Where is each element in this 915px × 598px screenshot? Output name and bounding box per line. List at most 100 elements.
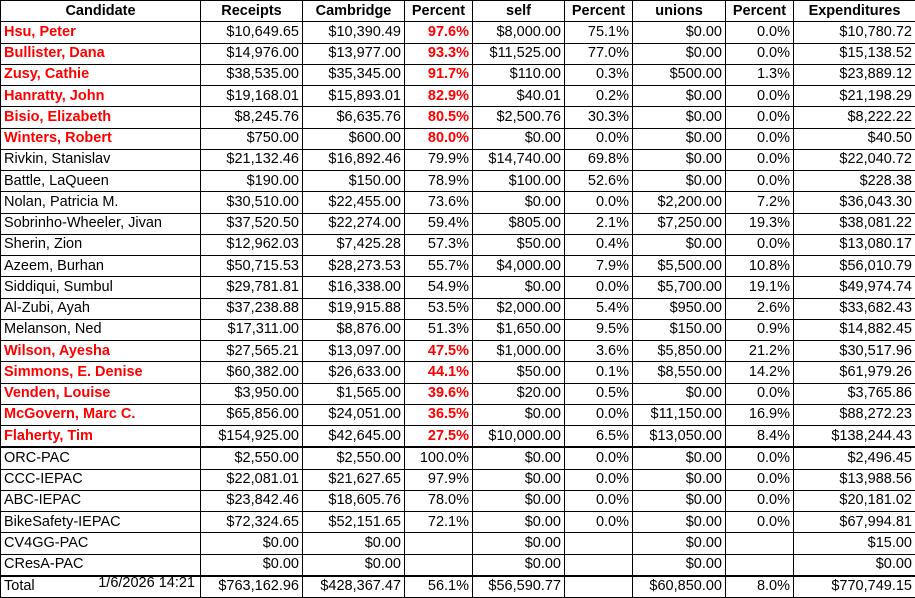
cell-receipts[interactable]: $60,382.00	[201, 362, 303, 383]
header-expenditures[interactable]: Expenditures	[794, 1, 915, 22]
cell-self[interactable]: $56,590.77	[473, 576, 565, 598]
header-receipts[interactable]: Receipts	[201, 1, 303, 22]
cell-unions[interactable]: $0.00	[633, 554, 726, 576]
cell-percent-unions[interactable]: 0.0%	[726, 490, 794, 511]
cell-self[interactable]: $11,525.00	[473, 43, 565, 64]
cell-percent-self[interactable]: 0.0%	[565, 404, 633, 425]
cell-percent-self[interactable]: 7.9%	[565, 256, 633, 277]
cell-receipts[interactable]: $22,081.01	[201, 469, 303, 490]
cell-self[interactable]: $4,000.00	[473, 256, 565, 277]
cell-candidate[interactable]: Venden, Louise	[1, 383, 201, 404]
cell-candidate[interactable]: McGovern, Marc C.	[1, 404, 201, 425]
cell-cambridge[interactable]: $7,425.28	[303, 234, 405, 255]
cell-expenditures[interactable]: $15.00	[794, 533, 915, 554]
cell-unions[interactable]: $150.00	[633, 319, 726, 340]
header-cambridge[interactable]: Cambridge	[303, 1, 405, 22]
cell-cambridge[interactable]: $15,893.01	[303, 86, 405, 107]
cell-receipts[interactable]: $2,550.00	[201, 447, 303, 469]
header-percent-cambridge[interactable]: Percent	[405, 1, 473, 22]
cell-unions[interactable]: $0.00	[633, 86, 726, 107]
cell-unions[interactable]: $0.00	[633, 533, 726, 554]
header-unions[interactable]: unions	[633, 1, 726, 22]
cell-percent-cambridge[interactable]: 55.7%	[405, 256, 473, 277]
cell-percent-cambridge[interactable]: 56.1%	[405, 576, 473, 598]
cell-percent-cambridge[interactable]: 27.5%	[405, 426, 473, 448]
cell-receipts[interactable]: $14,976.00	[201, 43, 303, 64]
cell-percent-cambridge[interactable]: 80.5%	[405, 107, 473, 128]
cell-percent-unions[interactable]: 0.0%	[726, 171, 794, 192]
cell-expenditures[interactable]: $10,780.72	[794, 22, 915, 43]
cell-percent-unions[interactable]: 0.0%	[726, 128, 794, 149]
cell-percent-self[interactable]: 75.1%	[565, 22, 633, 43]
cell-cambridge[interactable]: $16,892.46	[303, 149, 405, 170]
cell-expenditures[interactable]: $49,974.74	[794, 277, 915, 298]
cell-self[interactable]: $0.00	[473, 128, 565, 149]
cell-cambridge[interactable]: $0.00	[303, 533, 405, 554]
cell-percent-self[interactable]: 9.5%	[565, 319, 633, 340]
cell-percent-unions[interactable]: 19.1%	[726, 277, 794, 298]
cell-self[interactable]: $805.00	[473, 213, 565, 234]
cell-percent-self[interactable]: 3.6%	[565, 341, 633, 362]
cell-unions[interactable]: $13,050.00	[633, 426, 726, 448]
cell-self[interactable]: $1,000.00	[473, 341, 565, 362]
cell-receipts[interactable]: $30,510.00	[201, 192, 303, 213]
cell-unions[interactable]: $0.00	[633, 22, 726, 43]
cell-percent-unions[interactable]: 0.0%	[726, 86, 794, 107]
cell-unions[interactable]: $5,850.00	[633, 341, 726, 362]
cell-percent-cambridge[interactable]: 47.5%	[405, 341, 473, 362]
cell-percent-unions[interactable]: 0.0%	[726, 447, 794, 469]
cell-percent-cambridge[interactable]: 97.9%	[405, 469, 473, 490]
cell-candidate[interactable]: Hanratty, John	[1, 86, 201, 107]
cell-cambridge[interactable]: $19,915.88	[303, 298, 405, 319]
cell-percent-unions[interactable]: 0.0%	[726, 383, 794, 404]
cell-unions[interactable]: $5,700.00	[633, 277, 726, 298]
cell-percent-cambridge[interactable]: 39.6%	[405, 383, 473, 404]
cell-expenditures[interactable]: $22,040.72	[794, 149, 915, 170]
cell-candidate[interactable]: Zusy, Cathie	[1, 64, 201, 85]
cell-unions[interactable]: $11,150.00	[633, 404, 726, 425]
cell-percent-cambridge[interactable]: 53.5%	[405, 298, 473, 319]
cell-receipts[interactable]: $763,162.96	[201, 576, 303, 598]
cell-expenditures[interactable]: $15,138.52	[794, 43, 915, 64]
cell-self[interactable]: $10,000.00	[473, 426, 565, 448]
cell-percent-self[interactable]: 0.0%	[565, 447, 633, 469]
cell-cambridge[interactable]: $28,273.53	[303, 256, 405, 277]
cell-unions[interactable]: $0.00	[633, 149, 726, 170]
cell-self[interactable]: $0.00	[473, 192, 565, 213]
cell-expenditures[interactable]: $14,882.45	[794, 319, 915, 340]
cell-receipts[interactable]: $10,649.65	[201, 22, 303, 43]
cell-percent-cambridge[interactable]: 82.9%	[405, 86, 473, 107]
cell-percent-unions[interactable]: 0.0%	[726, 149, 794, 170]
cell-expenditures[interactable]: $88,272.23	[794, 404, 915, 425]
cell-cambridge[interactable]: $428,367.47	[303, 576, 405, 598]
cell-cambridge[interactable]: $52,151.65	[303, 512, 405, 533]
cell-unions[interactable]: $7,250.00	[633, 213, 726, 234]
cell-expenditures[interactable]: $56,010.79	[794, 256, 915, 277]
cell-unions[interactable]: $0.00	[633, 383, 726, 404]
cell-percent-cambridge[interactable]: 79.9%	[405, 149, 473, 170]
cell-unions[interactable]: $0.00	[633, 490, 726, 511]
cell-self[interactable]: $0.00	[473, 447, 565, 469]
cell-expenditures[interactable]: $2,496.45	[794, 447, 915, 469]
cell-percent-cambridge[interactable]: 80.0%	[405, 128, 473, 149]
cell-percent-self[interactable]: 69.8%	[565, 149, 633, 170]
cell-percent-cambridge[interactable]: 51.3%	[405, 319, 473, 340]
cell-self[interactable]: $1,650.00	[473, 319, 565, 340]
cell-receipts[interactable]: $72,324.65	[201, 512, 303, 533]
cell-percent-cambridge[interactable]: 97.6%	[405, 22, 473, 43]
cell-cambridge[interactable]: $18,605.76	[303, 490, 405, 511]
cell-candidate[interactable]: Al-Zubi, Ayah	[1, 298, 201, 319]
cell-candidate[interactable]: Hsu, Peter	[1, 22, 201, 43]
cell-percent-unions[interactable]: 0.0%	[726, 43, 794, 64]
cell-cambridge[interactable]: $6,635.76	[303, 107, 405, 128]
cell-percent-cambridge[interactable]: 100.0%	[405, 447, 473, 469]
cell-candidate[interactable]: Rivkin, Stanislav	[1, 149, 201, 170]
cell-expenditures[interactable]: $21,198.29	[794, 86, 915, 107]
cell-unions[interactable]: $8,550.00	[633, 362, 726, 383]
cell-cambridge[interactable]: $150.00	[303, 171, 405, 192]
cell-percent-self[interactable]: 6.5%	[565, 426, 633, 448]
cell-cambridge[interactable]: $16,338.00	[303, 277, 405, 298]
cell-candidate[interactable]: ABC-IEPAC	[1, 490, 201, 511]
cell-candidate[interactable]: Azeem, Burhan	[1, 256, 201, 277]
cell-percent-unions[interactable]: 0.0%	[726, 107, 794, 128]
